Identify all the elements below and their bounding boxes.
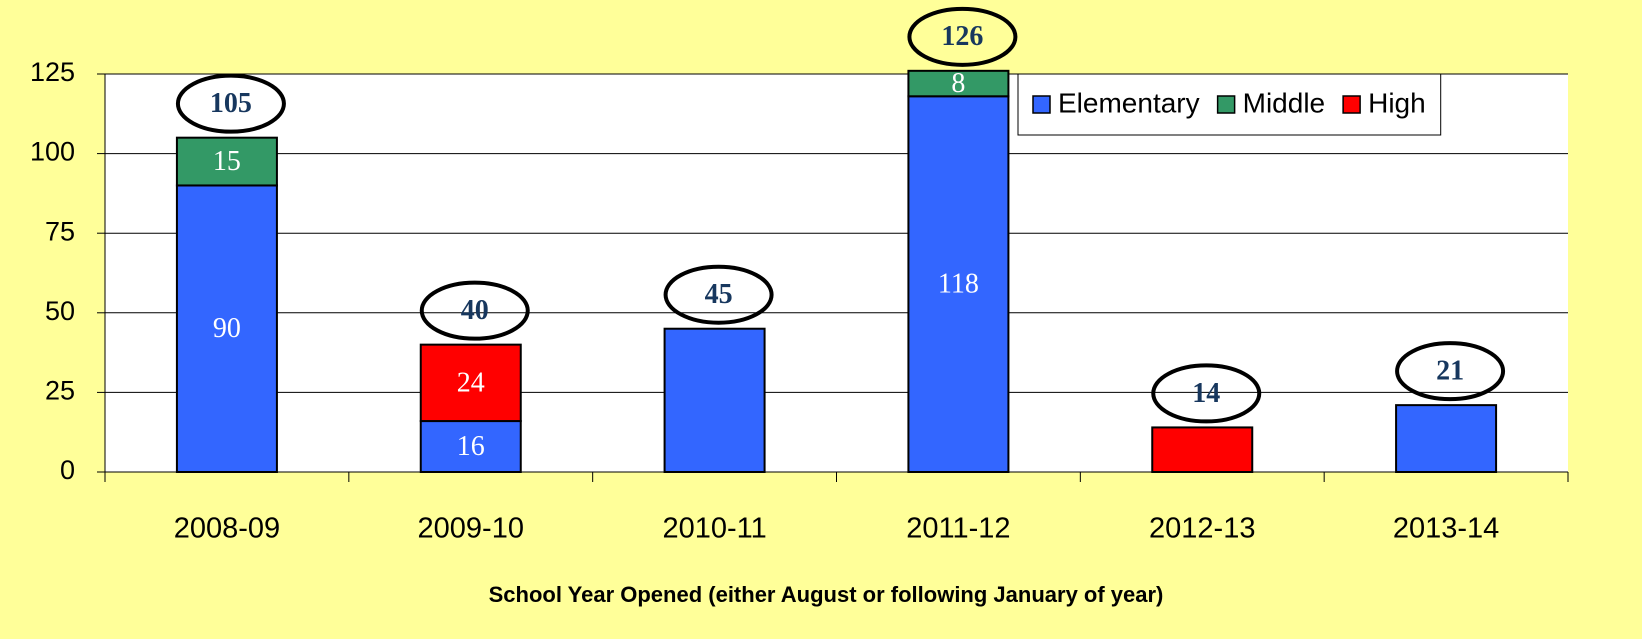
total-label: 105 xyxy=(210,88,252,119)
total-label: 45 xyxy=(705,279,733,310)
y-tick-label: 50 xyxy=(45,296,75,326)
plot-area xyxy=(105,74,1568,472)
y-tick-label: 75 xyxy=(45,216,75,246)
x-axis-title: School Year Opened (either August or fol… xyxy=(489,582,1164,607)
total-ellipse xyxy=(907,6,1018,67)
bar-segment xyxy=(175,184,278,473)
y-tick-label: 0 xyxy=(60,455,75,485)
bar-segment xyxy=(175,136,278,187)
total-label: 14 xyxy=(1192,378,1220,409)
bar-segment xyxy=(1395,404,1498,473)
bar-segment xyxy=(1151,426,1254,474)
y-tick-label: 125 xyxy=(30,57,75,87)
y-tick-label: 25 xyxy=(45,376,75,406)
bar-segment xyxy=(663,327,766,473)
bar-segment xyxy=(907,69,1010,98)
x-tick-label: 2012-13 xyxy=(1149,513,1255,545)
legend-label: Middle xyxy=(1243,87,1325,118)
total-ellipse xyxy=(663,264,774,325)
x-tick-label: 2009-10 xyxy=(418,513,524,545)
x-tick-label: 2013-14 xyxy=(1393,513,1499,545)
total-label: 126 xyxy=(941,21,983,52)
total-ellipse xyxy=(1395,341,1506,402)
y-tick-label: 100 xyxy=(30,137,75,167)
segment-label: 118 xyxy=(938,269,979,300)
total-label: 21 xyxy=(1436,356,1464,387)
x-tick-label: 2011-12 xyxy=(906,513,1010,545)
legend-label: High xyxy=(1368,87,1426,118)
bar-segment xyxy=(907,95,1010,474)
total-ellipse xyxy=(419,280,530,341)
legend-label: Elementary xyxy=(1058,87,1200,118)
x-tick-label: 2010-11 xyxy=(662,513,766,545)
total-ellipse xyxy=(1151,363,1262,424)
legend-swatch xyxy=(1216,95,1236,114)
total-ellipse xyxy=(175,73,286,134)
x-tick-label: 2008-09 xyxy=(174,513,280,545)
segment-label: 8 xyxy=(951,68,965,99)
legend-swatch xyxy=(1032,95,1051,114)
segment-label: 90 xyxy=(213,313,241,344)
segment-label: 15 xyxy=(213,146,241,177)
bar-segment xyxy=(419,420,522,473)
segment-label: 24 xyxy=(457,367,485,398)
total-label: 40 xyxy=(461,295,489,326)
segment-label: 16 xyxy=(457,431,485,462)
legend-swatch xyxy=(1342,95,1361,114)
bar-segment xyxy=(419,343,522,423)
